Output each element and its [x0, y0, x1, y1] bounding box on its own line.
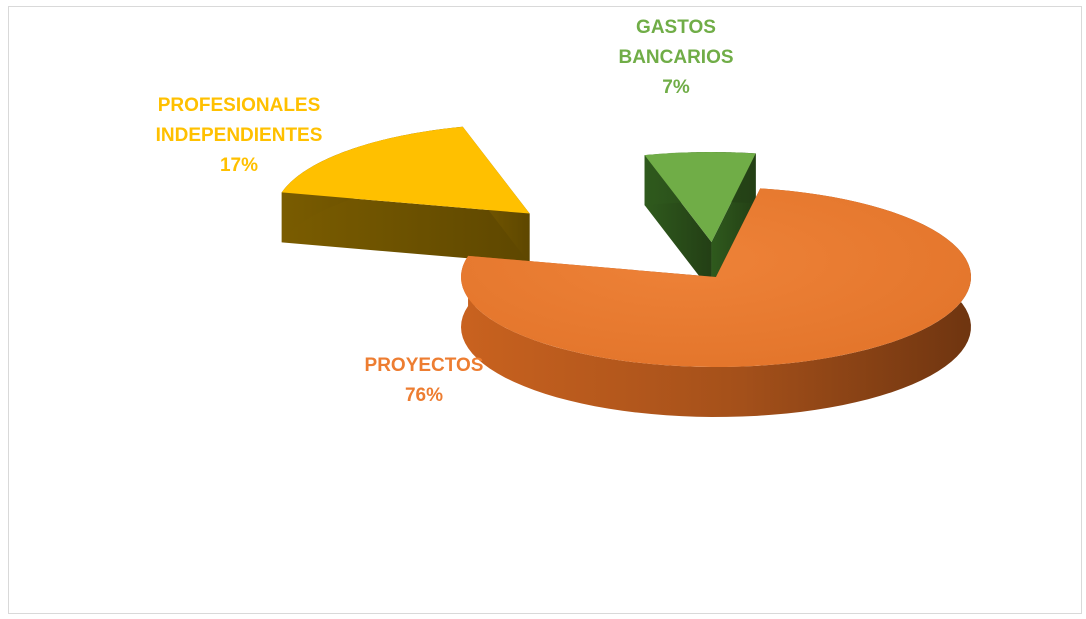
pie-chart: PROYECTOS 76% PROFESIONALES INDEPENDIENTES 1… [156, 17, 971, 417]
pie-slice-proyectos [461, 188, 971, 417]
pie-slice-top [461, 188, 971, 367]
pie-slice-profesionales-independientes [281, 126, 530, 264]
pie-slice-top [644, 152, 756, 243]
pie-slice-wall [281, 192, 530, 264]
data-label-proyectos: PROYECTOS 76% [365, 355, 484, 406]
pie-slice-top [281, 126, 530, 214]
chart-area: PROYECTOS 76% PROFESIONALES INDEPENDIENTES 1… [8, 6, 1082, 614]
data-label-profesionales-independientes: PROFESIONALES INDEPENDIENTES 17% [156, 95, 323, 176]
data-label-gastos-bancarios: GASTOS BANCARIOS 7% [618, 17, 733, 98]
pie-slice-gastos-bancarios [644, 152, 756, 293]
